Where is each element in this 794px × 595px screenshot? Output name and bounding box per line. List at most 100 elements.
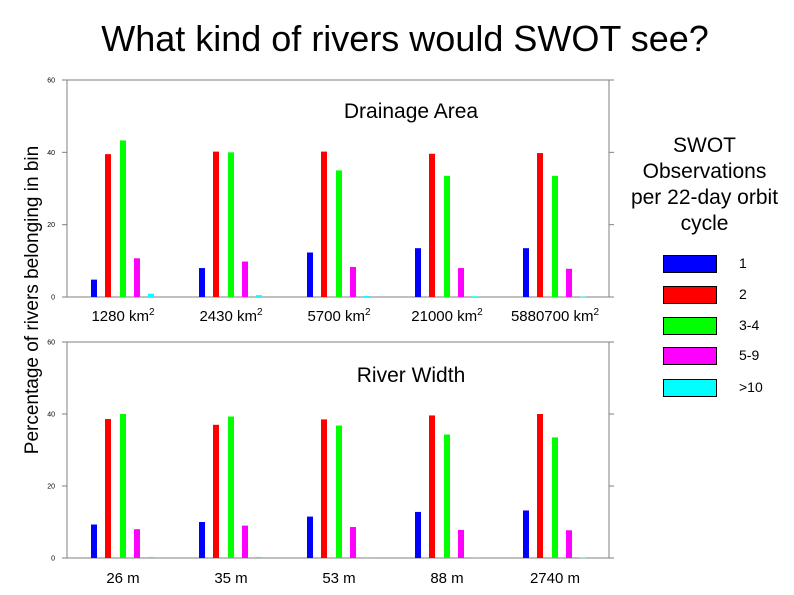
legend-label: 1 xyxy=(739,255,747,271)
legend-swatch xyxy=(663,347,717,365)
bar xyxy=(228,152,234,297)
bar xyxy=(444,434,450,558)
category-text: 1280 km xyxy=(91,308,149,325)
legend-label: >10 xyxy=(739,379,763,395)
bar xyxy=(580,557,586,559)
bar xyxy=(566,268,572,297)
page-title: What kind of rivers would SWOT see? xyxy=(101,18,709,59)
bar xyxy=(242,261,248,297)
bar xyxy=(213,424,219,558)
bar xyxy=(256,295,262,297)
x-category-label: 5880700 km2 xyxy=(511,307,600,325)
bar xyxy=(350,527,356,558)
bar xyxy=(336,170,342,297)
category-superscript: 2 xyxy=(365,307,371,318)
x-category-label: 2430 km2 xyxy=(199,307,263,325)
legend-swatch xyxy=(663,379,717,397)
bar xyxy=(148,293,154,297)
bar xyxy=(350,266,356,297)
bar xyxy=(458,529,464,558)
x-category-label: 35 m xyxy=(214,570,247,587)
bar xyxy=(429,153,435,297)
category-text: 26 m xyxy=(106,570,139,587)
x-category-label: 1280 km2 xyxy=(91,307,155,325)
bar xyxy=(228,416,234,558)
bar xyxy=(321,151,327,297)
y-tick-label: 40 xyxy=(47,412,55,419)
bar xyxy=(199,268,205,297)
category-text: 5700 km xyxy=(307,308,365,325)
category-text: 35 m xyxy=(214,570,247,587)
bar xyxy=(91,524,97,558)
legend-title-line: Observations xyxy=(642,160,767,183)
chart-title: River Width xyxy=(357,364,466,387)
bar xyxy=(523,248,529,297)
bar xyxy=(307,252,313,297)
bar xyxy=(364,295,370,297)
bar xyxy=(120,140,126,297)
bar xyxy=(134,258,140,297)
bar xyxy=(148,556,154,558)
bar xyxy=(105,419,111,558)
bar xyxy=(537,414,543,558)
bar xyxy=(134,529,140,558)
bar xyxy=(199,522,205,558)
bar xyxy=(415,248,421,297)
bar xyxy=(364,557,370,558)
bar xyxy=(552,437,558,558)
bar xyxy=(120,414,126,558)
bar xyxy=(472,557,478,558)
bar xyxy=(537,153,543,297)
bar xyxy=(566,530,572,558)
bar xyxy=(242,525,248,558)
bar xyxy=(415,511,421,558)
bar xyxy=(307,516,313,558)
legend-title: SWOT Observations per 22-day orbit cycle xyxy=(612,133,794,237)
y-tick-label: 0 xyxy=(51,295,55,302)
legend-swatch xyxy=(663,317,717,335)
legend-title-line: cycle xyxy=(680,212,729,235)
y-tick-label: 60 xyxy=(47,78,55,85)
legend-label: 3-4 xyxy=(739,317,760,333)
category-superscript: 2 xyxy=(149,307,155,318)
y-tick-label: 20 xyxy=(47,222,55,229)
category-superscript: 2 xyxy=(257,307,263,318)
x-category-label: 53 m xyxy=(322,570,355,587)
bar xyxy=(105,154,111,297)
category-text: 88 m xyxy=(430,570,463,587)
bar xyxy=(213,151,219,297)
bar xyxy=(336,425,342,558)
x-category-label: 26 m xyxy=(106,570,139,587)
category-text: 2740 m xyxy=(530,570,580,587)
bar xyxy=(91,279,97,297)
bar xyxy=(256,556,262,558)
category-text: 53 m xyxy=(322,570,355,587)
bar xyxy=(552,175,558,297)
legend-title-line: SWOT xyxy=(673,134,736,157)
category-text: 21000 km xyxy=(411,308,477,325)
x-category-label: 88 m xyxy=(430,570,463,587)
bar xyxy=(458,268,464,297)
legend-label: 5-9 xyxy=(739,347,760,363)
x-category-label: 21000 km2 xyxy=(411,307,483,325)
x-category-label: 5700 km2 xyxy=(307,307,371,325)
y-tick-label: 0 xyxy=(51,556,55,563)
bar xyxy=(444,175,450,297)
chart-panel: 0 20 40 60 River Width 26 m 35 m 53 m 88 m 2740 m xyxy=(47,340,614,587)
legend-title-line: per 22-day orbit xyxy=(630,186,779,209)
bar xyxy=(523,510,529,558)
chart-title: Drainage Area xyxy=(344,100,479,123)
bar xyxy=(321,419,327,558)
category-text: 2430 km xyxy=(199,308,257,325)
legend-swatch xyxy=(663,286,717,304)
legend-label: 2 xyxy=(739,286,747,302)
y-tick-label: 40 xyxy=(47,150,55,157)
y-tick-label: 20 xyxy=(47,484,55,491)
x-category-label: 2740 m xyxy=(530,570,580,587)
category-superscript: 2 xyxy=(594,307,600,318)
legend-swatch xyxy=(663,255,717,273)
bar xyxy=(580,296,586,298)
bar xyxy=(472,296,478,297)
